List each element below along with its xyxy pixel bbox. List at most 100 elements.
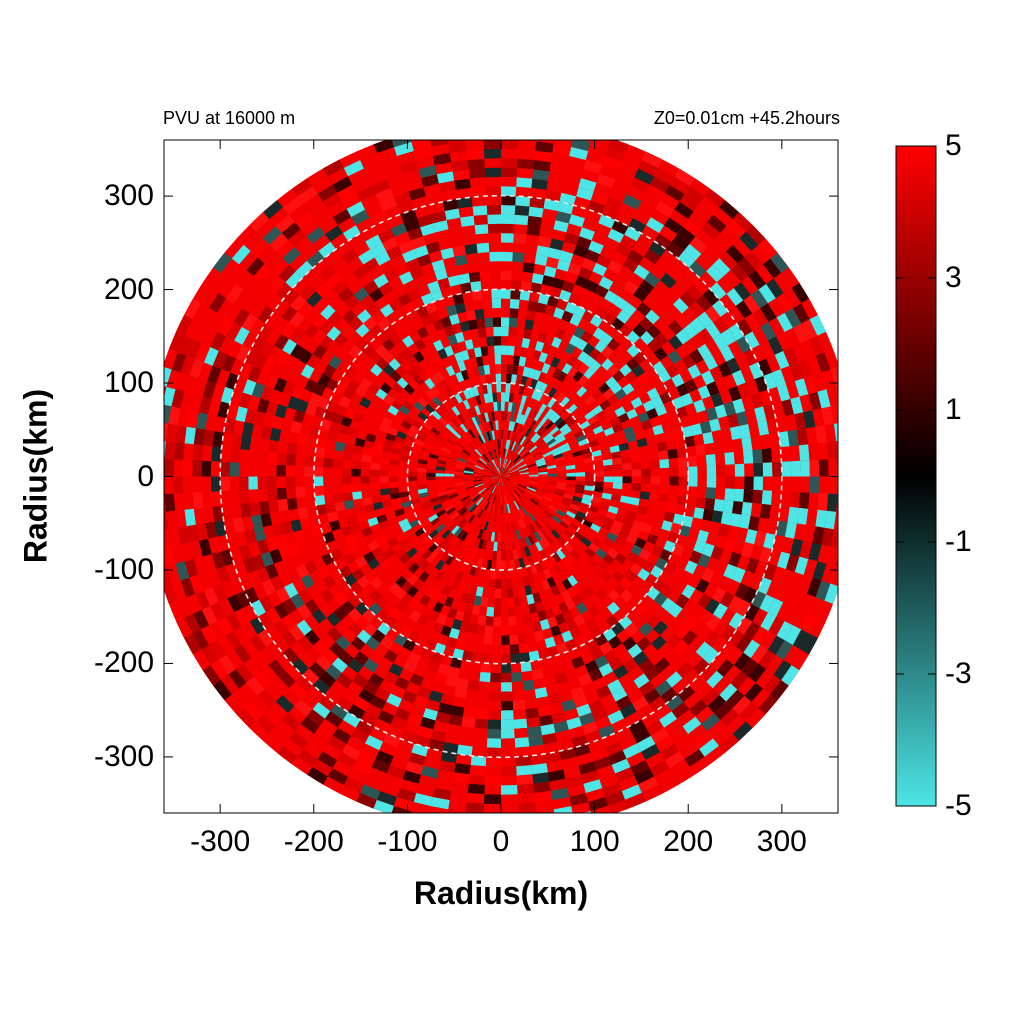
field-cell bbox=[480, 529, 487, 540]
field-cell bbox=[454, 331, 465, 343]
field-cell bbox=[412, 362, 424, 375]
field-cell bbox=[352, 760, 372, 776]
field-cell bbox=[693, 658, 710, 676]
field-cell bbox=[501, 429, 504, 440]
field-cell bbox=[375, 344, 389, 358]
field-cell bbox=[368, 288, 384, 303]
field-cell bbox=[472, 205, 488, 216]
field-cell bbox=[491, 513, 496, 523]
field-cell bbox=[487, 597, 495, 608]
field-cell bbox=[344, 573, 358, 587]
field-cell bbox=[270, 575, 285, 592]
field-cell bbox=[808, 597, 825, 618]
field-cell bbox=[519, 448, 528, 457]
field-cell bbox=[630, 454, 641, 463]
field-cell bbox=[389, 332, 402, 346]
field-cell bbox=[400, 449, 411, 457]
field-cell bbox=[589, 347, 602, 361]
field-cell bbox=[565, 618, 578, 631]
field-cell bbox=[469, 765, 486, 776]
field-cell bbox=[379, 382, 392, 394]
field-cell bbox=[401, 500, 412, 509]
field-cell bbox=[573, 326, 586, 339]
field-cell bbox=[365, 703, 382, 719]
field-cell bbox=[634, 404, 647, 416]
field-cell bbox=[714, 404, 728, 419]
field-cell bbox=[452, 499, 462, 508]
field-cell bbox=[603, 516, 615, 526]
field-cell bbox=[503, 411, 508, 421]
field-cell bbox=[520, 661, 532, 672]
field-cell bbox=[454, 469, 464, 473]
field-cell bbox=[524, 536, 532, 547]
field-cell bbox=[464, 243, 478, 255]
field-cell bbox=[450, 547, 459, 558]
field-cell bbox=[741, 541, 755, 558]
field-cell bbox=[466, 793, 485, 804]
field-cell bbox=[469, 585, 478, 596]
field-cell bbox=[432, 503, 443, 511]
field-cell bbox=[588, 668, 603, 682]
field-cell bbox=[249, 318, 266, 337]
field-cell bbox=[523, 526, 531, 537]
field-cell bbox=[291, 385, 305, 400]
field-cell bbox=[440, 654, 453, 667]
colorbar-tick-label: -5 bbox=[945, 789, 972, 822]
field-cell bbox=[591, 496, 602, 504]
field-cell bbox=[228, 669, 247, 689]
field-cell bbox=[569, 503, 580, 511]
field-cell bbox=[528, 478, 539, 481]
field-cell bbox=[180, 577, 196, 598]
field-cell bbox=[299, 517, 312, 530]
field-cell bbox=[555, 488, 566, 494]
field-cell bbox=[463, 498, 472, 506]
field-cell bbox=[495, 504, 499, 514]
field-cell bbox=[445, 423, 455, 433]
field-cell bbox=[720, 624, 737, 642]
field-cell bbox=[459, 453, 469, 460]
field-cell bbox=[329, 520, 341, 532]
field-cell bbox=[483, 634, 493, 645]
field-cell bbox=[436, 485, 447, 491]
field-cell bbox=[506, 578, 513, 589]
field-cell bbox=[514, 384, 521, 395]
field-cell bbox=[246, 676, 265, 696]
field-cell bbox=[487, 502, 493, 513]
field-cell bbox=[846, 439, 857, 458]
field-cell bbox=[376, 791, 397, 806]
field-cell bbox=[489, 578, 496, 589]
field-cell bbox=[701, 688, 720, 707]
field-cell bbox=[501, 467, 504, 477]
field-cell bbox=[342, 712, 361, 728]
field-cell bbox=[784, 327, 801, 347]
field-cell bbox=[391, 399, 403, 411]
colorbar-tick-marks bbox=[896, 145, 936, 807]
field-cell bbox=[736, 616, 753, 635]
field-cell bbox=[552, 368, 562, 380]
field-cell bbox=[282, 598, 297, 615]
field-cell bbox=[693, 540, 706, 554]
field-cell bbox=[537, 331, 548, 343]
field-cell bbox=[497, 476, 501, 486]
field-cell bbox=[501, 476, 510, 482]
field-cell bbox=[460, 451, 470, 458]
field-cell bbox=[164, 511, 169, 530]
field-cell bbox=[553, 720, 569, 733]
field-cell bbox=[528, 470, 539, 474]
field-cell bbox=[556, 435, 566, 444]
field-cell bbox=[734, 583, 749, 600]
field-cell bbox=[278, 392, 292, 408]
field-cell bbox=[499, 467, 501, 477]
field-cell bbox=[735, 634, 753, 653]
field-cell bbox=[479, 457, 488, 465]
field-cell bbox=[433, 220, 449, 233]
field-cell bbox=[664, 751, 685, 769]
field-cell bbox=[459, 520, 468, 530]
field-cell bbox=[374, 687, 391, 702]
field-cell bbox=[405, 761, 424, 775]
field-cell bbox=[352, 491, 363, 500]
field-cell bbox=[306, 291, 323, 308]
field-cell bbox=[256, 567, 271, 584]
field-cell bbox=[550, 542, 560, 553]
field-cell bbox=[575, 472, 586, 477]
